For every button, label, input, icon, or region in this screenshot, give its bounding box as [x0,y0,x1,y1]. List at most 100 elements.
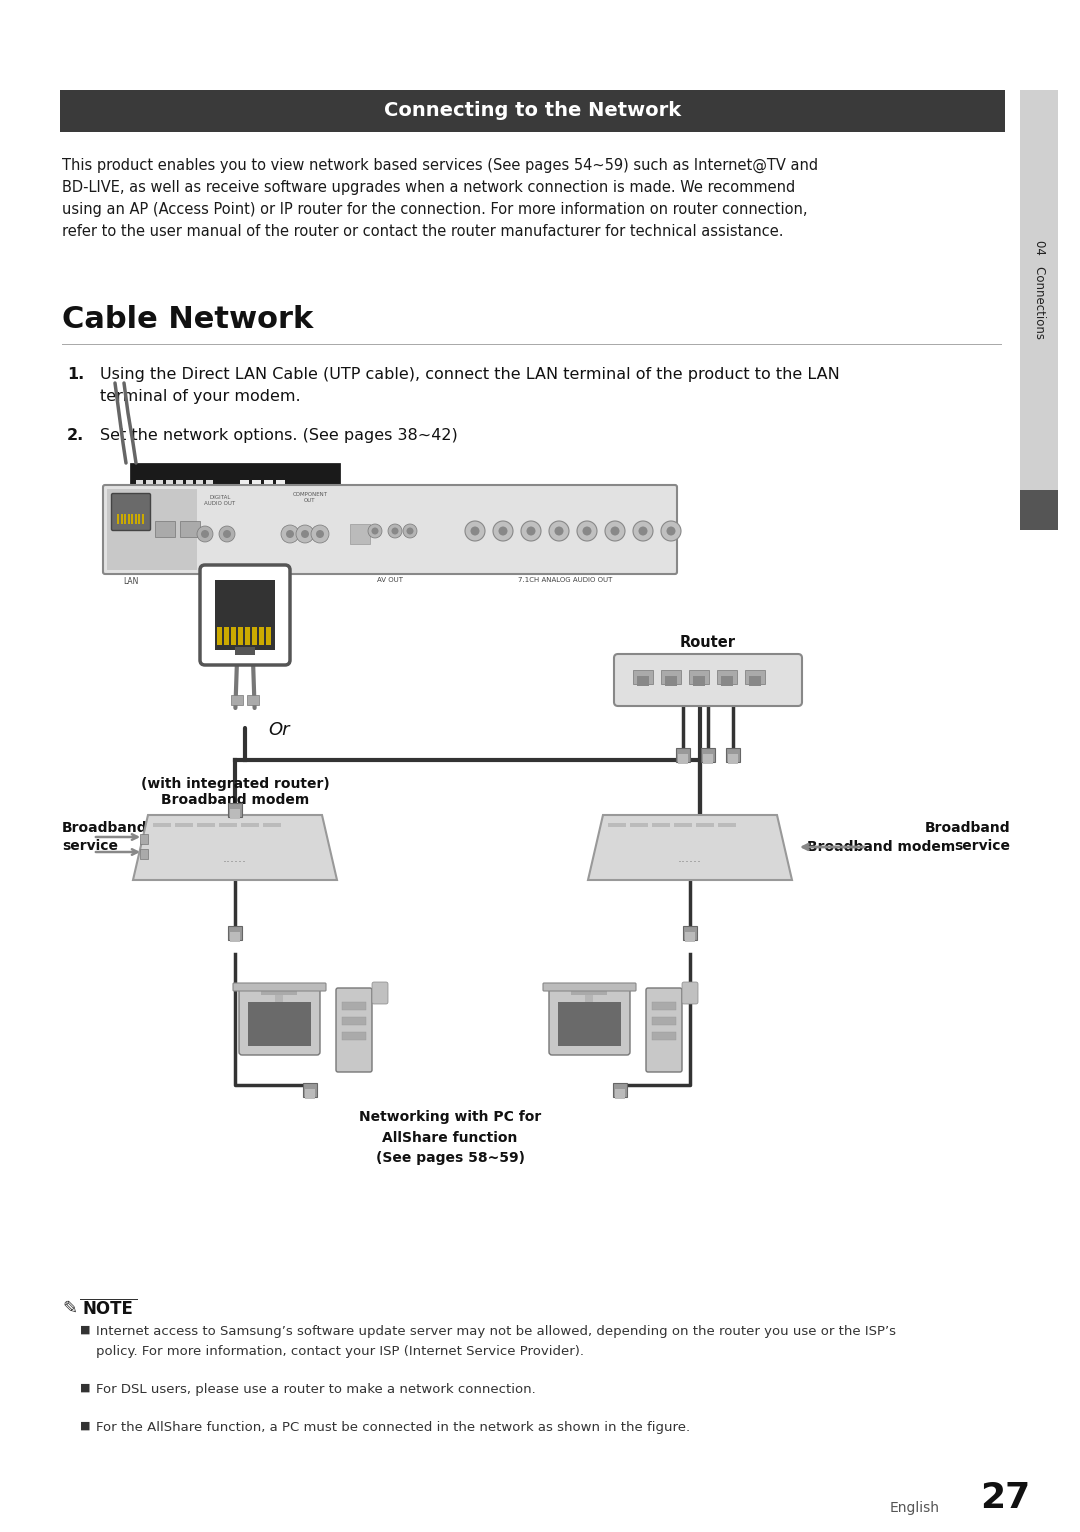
Bar [231,627,237,645]
FancyBboxPatch shape [111,493,150,530]
Bar [153,823,171,827]
Text: This product enables you to view network based services (See pages 54~59) such a: This product enables you to view network… [62,158,819,173]
FancyBboxPatch shape [543,984,636,991]
Bar [124,515,126,524]
Bar [130,463,340,487]
Circle shape [372,527,378,535]
Circle shape [281,525,299,542]
Circle shape [311,525,329,542]
Text: Broadband modem: Broadband modem [807,840,955,853]
Bar [266,627,271,645]
Circle shape [197,525,213,542]
Bar [665,676,677,686]
Text: English: English [890,1501,940,1515]
Bar [693,676,705,686]
Text: ■: ■ [80,1383,91,1393]
Bar [248,1002,311,1046]
Text: COMPONENT
OUT: COMPONENT OUT [293,492,327,502]
Text: Set the network options. (See pages 38~42): Set the network options. (See pages 38~4… [100,427,458,443]
Bar [264,823,281,827]
Circle shape [316,530,324,538]
Text: BD-LIVE, as well as receive software upgrades when a network connection is made.: BD-LIVE, as well as receive software upg… [62,179,795,195]
Text: using an AP (Access Point) or IP router for the connection. For more information: using an AP (Access Point) or IP router … [62,202,808,218]
Circle shape [471,527,480,536]
Bar [252,627,257,645]
Circle shape [666,527,675,536]
Bar [217,627,222,645]
Text: Broadband modem: Broadband modem [161,794,309,807]
Circle shape [406,527,414,535]
Bar [235,647,255,656]
FancyBboxPatch shape [200,565,291,665]
Text: ......: ...... [678,852,702,866]
Bar [146,480,153,484]
Circle shape [633,521,653,541]
Text: For DSL users, please use a router to make a network connection.: For DSL users, please use a router to ma… [96,1383,536,1396]
Text: 04   Connections: 04 Connections [1032,241,1045,340]
Bar [252,480,261,484]
Circle shape [222,530,231,538]
Text: ■: ■ [80,1325,91,1334]
Bar [131,515,133,524]
Text: Internet access to Samsung’s software update server may not be allowed, dependin: Internet access to Samsung’s software up… [96,1325,896,1337]
FancyBboxPatch shape [103,486,677,574]
FancyBboxPatch shape [336,988,372,1072]
Bar [127,515,130,524]
Circle shape [368,524,382,538]
Bar [230,931,240,942]
Bar [745,669,765,683]
FancyBboxPatch shape [615,654,802,706]
Bar [652,1017,676,1025]
Bar [718,823,735,827]
Text: Or: Or [268,722,289,738]
Bar [121,515,122,524]
Bar [180,521,200,538]
FancyBboxPatch shape [681,982,698,1003]
Text: ✎: ✎ [62,1301,77,1318]
Polygon shape [133,815,337,879]
Text: Router: Router [680,634,735,650]
Bar [135,515,136,524]
Bar [224,627,229,645]
Bar [231,696,243,705]
Bar [633,669,653,683]
Bar [166,480,173,484]
Text: AV OUT: AV OUT [377,578,403,584]
Bar [696,823,714,827]
Bar [558,1002,621,1046]
Circle shape [577,521,597,541]
Bar [259,627,264,645]
Bar [261,990,297,994]
Bar [215,581,275,650]
Circle shape [388,524,402,538]
Bar [608,823,626,827]
Text: Cable Network: Cable Network [62,305,313,334]
Bar [176,480,183,484]
Text: LAN: LAN [123,578,138,587]
Bar [156,480,163,484]
Bar [750,676,761,686]
Bar [219,823,237,827]
Bar [728,754,738,764]
Bar [630,823,648,827]
Bar [717,669,737,683]
Bar [652,823,670,827]
FancyBboxPatch shape [239,987,320,1056]
Bar [652,1002,676,1010]
Bar [230,809,240,820]
Circle shape [527,527,536,536]
Text: ......: ...... [698,852,723,866]
Text: 1.: 1. [67,368,84,381]
Bar [140,833,148,844]
Circle shape [201,530,210,538]
Bar [726,748,740,761]
Circle shape [492,521,513,541]
Bar [156,521,175,538]
Text: For the AllShare function, a PC must be connected in the network as shown in the: For the AllShare function, a PC must be … [96,1422,690,1434]
Bar [238,627,243,645]
Text: Broadband
service: Broadband service [924,821,1010,853]
Bar [303,1083,318,1097]
Text: Connecting to the Network: Connecting to the Network [383,101,681,121]
Bar [195,480,203,484]
Bar [689,669,708,683]
